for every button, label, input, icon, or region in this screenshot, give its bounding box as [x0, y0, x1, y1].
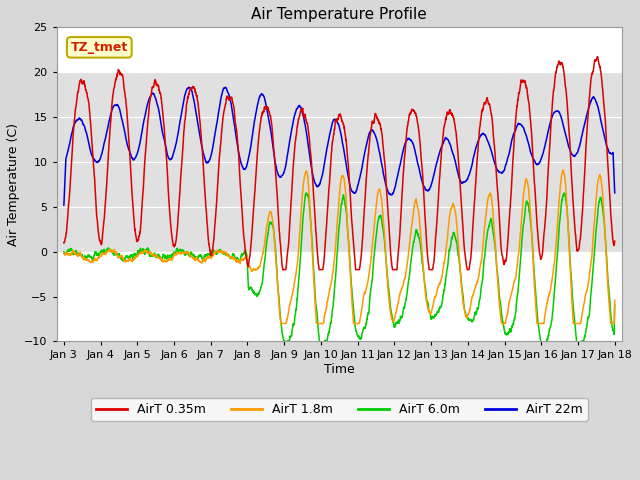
Text: TZ_tmet: TZ_tmet [70, 41, 128, 54]
Legend: AirT 0.35m, AirT 1.8m, AirT 6.0m, AirT 22m: AirT 0.35m, AirT 1.8m, AirT 6.0m, AirT 2… [91, 398, 588, 421]
Bar [56, 72, 622, 252]
Title: Air Temperature Profile: Air Temperature Profile [252, 7, 427, 22]
X-axis label: Time: Time [324, 363, 355, 376]
Y-axis label: Air Temperature (C): Air Temperature (C) [7, 123, 20, 246]
